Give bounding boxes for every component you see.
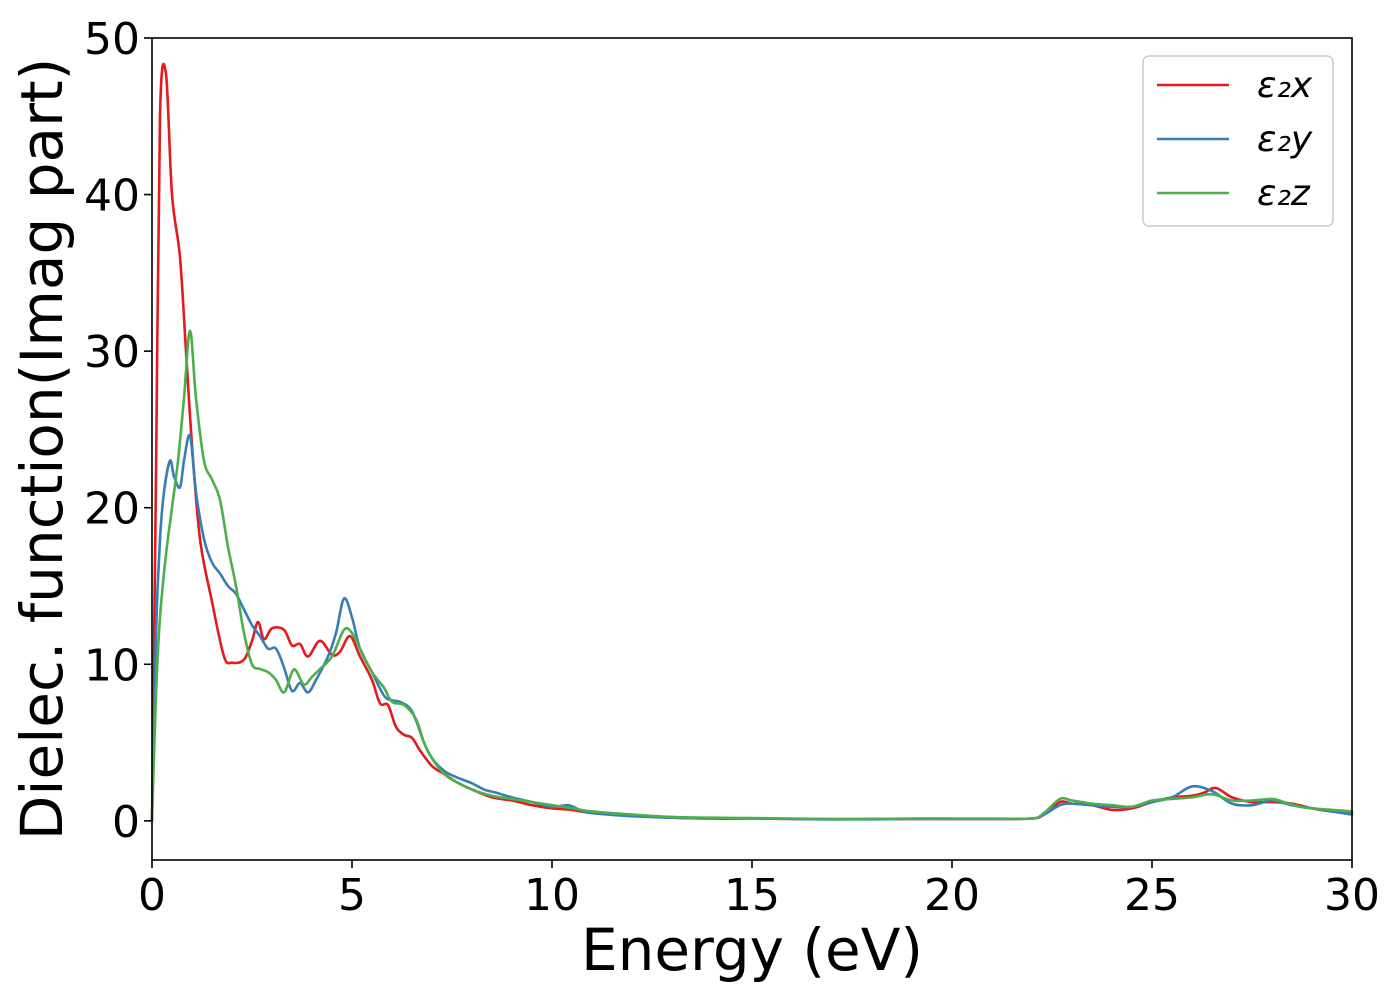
legend-label-0: ε₂x: [1257, 65, 1313, 106]
y-tick-label: 20: [84, 484, 140, 535]
y-axis-ticks: 0 10 20 30 40 50: [84, 14, 152, 848]
x-tick-label: 0: [138, 870, 166, 921]
series-line-1: [150, 433, 1354, 823]
series-line-2: [150, 329, 1354, 823]
x-tick-label: 20: [924, 870, 980, 921]
y-tick-label: 50: [84, 14, 140, 65]
series-lines: [150, 62, 1354, 823]
x-tick-label: 15: [724, 870, 780, 921]
y-tick-label: 30: [84, 327, 140, 378]
legend: ε₂x ε₂y ε₂z: [1142, 55, 1334, 227]
y-tick-label: 0: [112, 797, 140, 848]
x-tick-label: 30: [1324, 870, 1380, 921]
x-axis-ticks: 0 5 10 15 20 25 30: [138, 860, 1380, 921]
legend-box: [1142, 55, 1334, 227]
y-tick-label: 40: [84, 171, 140, 222]
x-tick-label: 25: [1124, 870, 1180, 921]
x-axis-title: Energy (eV): [581, 916, 923, 984]
legend-label-1: ε₂y: [1257, 119, 1313, 160]
legend-label-2: ε₂z: [1257, 173, 1311, 214]
y-axis-title: Dielec. function(Imag part): [8, 58, 76, 841]
x-tick-label: 5: [338, 870, 366, 921]
x-tick-label: 10: [524, 870, 580, 921]
y-tick-label: 10: [84, 640, 140, 691]
